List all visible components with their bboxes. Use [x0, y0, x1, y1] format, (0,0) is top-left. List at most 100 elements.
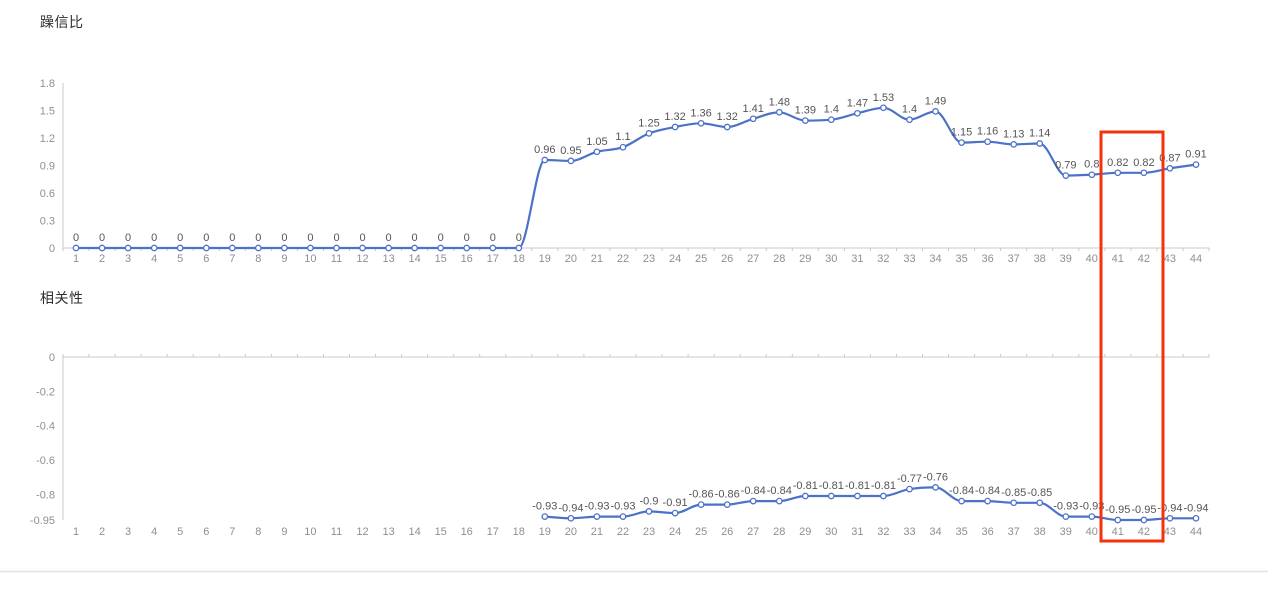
svg-text:1.48: 1.48 [769, 96, 790, 108]
noise-signal-ratio-chart-x-labels: 1 2 3 4 5 6 7 8 9 10 11 12 13 14 15 16 17 18 19 20 21 22 23 24 2… [73, 253, 1202, 265]
svg-text:5: 5 [177, 526, 183, 538]
svg-text:-0.94: -0.94 [558, 502, 583, 514]
svg-text:30: 30 [825, 253, 837, 265]
svg-text:33: 33 [903, 526, 915, 538]
svg-text:-0.86: -0.86 [689, 489, 714, 501]
svg-text:2: 2 [99, 253, 105, 265]
svg-text:1.32: 1.32 [716, 111, 737, 123]
svg-text:0: 0 [438, 232, 444, 244]
svg-text:-0.81: -0.81 [819, 480, 844, 492]
svg-text:-0.81: -0.81 [871, 480, 896, 492]
svg-text:-0.93: -0.93 [1053, 501, 1078, 513]
correlation-chart-data-labels: -0.93 -0.94 -0.93 -0.93 -0.9 -0.91-0.86 -0.86-… [532, 471, 1208, 516]
svg-text:41: 41 [1112, 253, 1124, 265]
svg-text:0: 0 [281, 232, 287, 244]
svg-text:25: 25 [695, 526, 707, 538]
svg-text:42: 42 [1138, 253, 1150, 265]
svg-text:18: 18 [513, 526, 525, 538]
svg-text:5: 5 [177, 253, 183, 265]
svg-text:-0.91: -0.91 [663, 497, 688, 509]
svg-text:-0.84: -0.84 [741, 485, 766, 497]
svg-text:0.6: 0.6 [40, 188, 55, 200]
svg-text:30: 30 [825, 526, 837, 538]
svg-text:1.15: 1.15 [951, 127, 972, 139]
svg-text:0: 0 [177, 232, 183, 244]
svg-text:0: 0 [359, 232, 365, 244]
svg-text:1.41: 1.41 [742, 103, 763, 115]
correlation-chart-y-axis: 0 -0.2 -0.4 -0.6 -0.8 -0.95 [30, 352, 64, 527]
svg-text:0.82: 0.82 [1133, 157, 1154, 169]
svg-text:17: 17 [487, 526, 499, 538]
svg-text:43: 43 [1164, 526, 1176, 538]
svg-text:0: 0 [386, 232, 392, 244]
svg-text:0: 0 [307, 232, 313, 244]
svg-text:0: 0 [49, 243, 55, 255]
svg-text:22: 22 [617, 253, 629, 265]
svg-text:9: 9 [281, 253, 287, 265]
svg-text:-0.85: -0.85 [1027, 487, 1052, 499]
svg-text:22: 22 [617, 526, 629, 538]
svg-text:6: 6 [203, 526, 209, 538]
svg-text:35: 35 [955, 526, 967, 538]
svg-text:34: 34 [929, 253, 941, 265]
svg-text:0: 0 [203, 232, 209, 244]
svg-text:32: 32 [877, 253, 889, 265]
svg-text:36: 36 [981, 253, 993, 265]
svg-text:0.3: 0.3 [40, 216, 55, 228]
svg-text:27: 27 [747, 526, 759, 538]
svg-text:41: 41 [1112, 526, 1124, 538]
svg-text:2: 2 [99, 526, 105, 538]
svg-text:-0.84: -0.84 [975, 485, 1000, 497]
svg-text:23: 23 [643, 253, 655, 265]
svg-text:-0.84: -0.84 [949, 485, 974, 497]
svg-text:-0.81: -0.81 [793, 480, 818, 492]
svg-text:0: 0 [464, 232, 470, 244]
svg-text:1.13: 1.13 [1003, 128, 1024, 140]
svg-text:-0.95: -0.95 [30, 515, 55, 527]
svg-text:0.82: 0.82 [1107, 157, 1128, 169]
svg-text:1.32: 1.32 [664, 111, 685, 123]
svg-text:18: 18 [513, 253, 525, 265]
svg-text:20: 20 [565, 526, 577, 538]
svg-text:0.96: 0.96 [534, 144, 555, 156]
svg-text:4: 4 [151, 253, 157, 265]
svg-text:13: 13 [382, 526, 394, 538]
svg-text:40: 40 [1086, 526, 1098, 538]
svg-text:26: 26 [721, 526, 733, 538]
svg-text:0: 0 [229, 232, 235, 244]
svg-text:-0.2: -0.2 [36, 386, 55, 398]
noise-signal-ratio-chart: 1.81.51.20.90.60.301 2 3 4 5 6 7 8 9 10 11 12 13 14 15… [40, 78, 1210, 265]
svg-text:33: 33 [903, 253, 915, 265]
svg-text:16: 16 [461, 526, 473, 538]
svg-text:0: 0 [99, 232, 105, 244]
svg-text:1.4: 1.4 [824, 104, 839, 116]
svg-text:0: 0 [490, 232, 496, 244]
svg-text:31: 31 [851, 253, 863, 265]
correlation-chart-x-labels: 1 2 3 4 5 6 7 8 9 10 11 12 13 14 15 16 17 18 19 20 21 22 23 24 2… [73, 526, 1202, 538]
svg-text:42: 42 [1138, 526, 1150, 538]
svg-text:31: 31 [851, 526, 863, 538]
svg-text:15: 15 [435, 253, 447, 265]
svg-text:9: 9 [281, 526, 287, 538]
svg-text:1.05: 1.05 [586, 136, 607, 148]
svg-text:37: 37 [1008, 253, 1020, 265]
svg-text:12: 12 [356, 526, 368, 538]
svg-text:0: 0 [49, 352, 55, 364]
svg-text:14: 14 [408, 526, 420, 538]
svg-text:7: 7 [229, 253, 235, 265]
svg-text:21: 21 [591, 526, 603, 538]
svg-text:10: 10 [304, 526, 316, 538]
svg-text:12: 12 [356, 253, 368, 265]
svg-text:3: 3 [125, 253, 131, 265]
svg-text:27: 27 [747, 253, 759, 265]
svg-text:1.16: 1.16 [977, 126, 998, 138]
svg-text:0: 0 [412, 232, 418, 244]
correlation-chart-data-points [541, 484, 1200, 524]
svg-text:8: 8 [255, 526, 261, 538]
svg-text:1.2: 1.2 [40, 133, 55, 145]
svg-text:1.8: 1.8 [40, 78, 55, 90]
svg-text:-0.93: -0.93 [610, 501, 635, 513]
svg-text:25: 25 [695, 253, 707, 265]
